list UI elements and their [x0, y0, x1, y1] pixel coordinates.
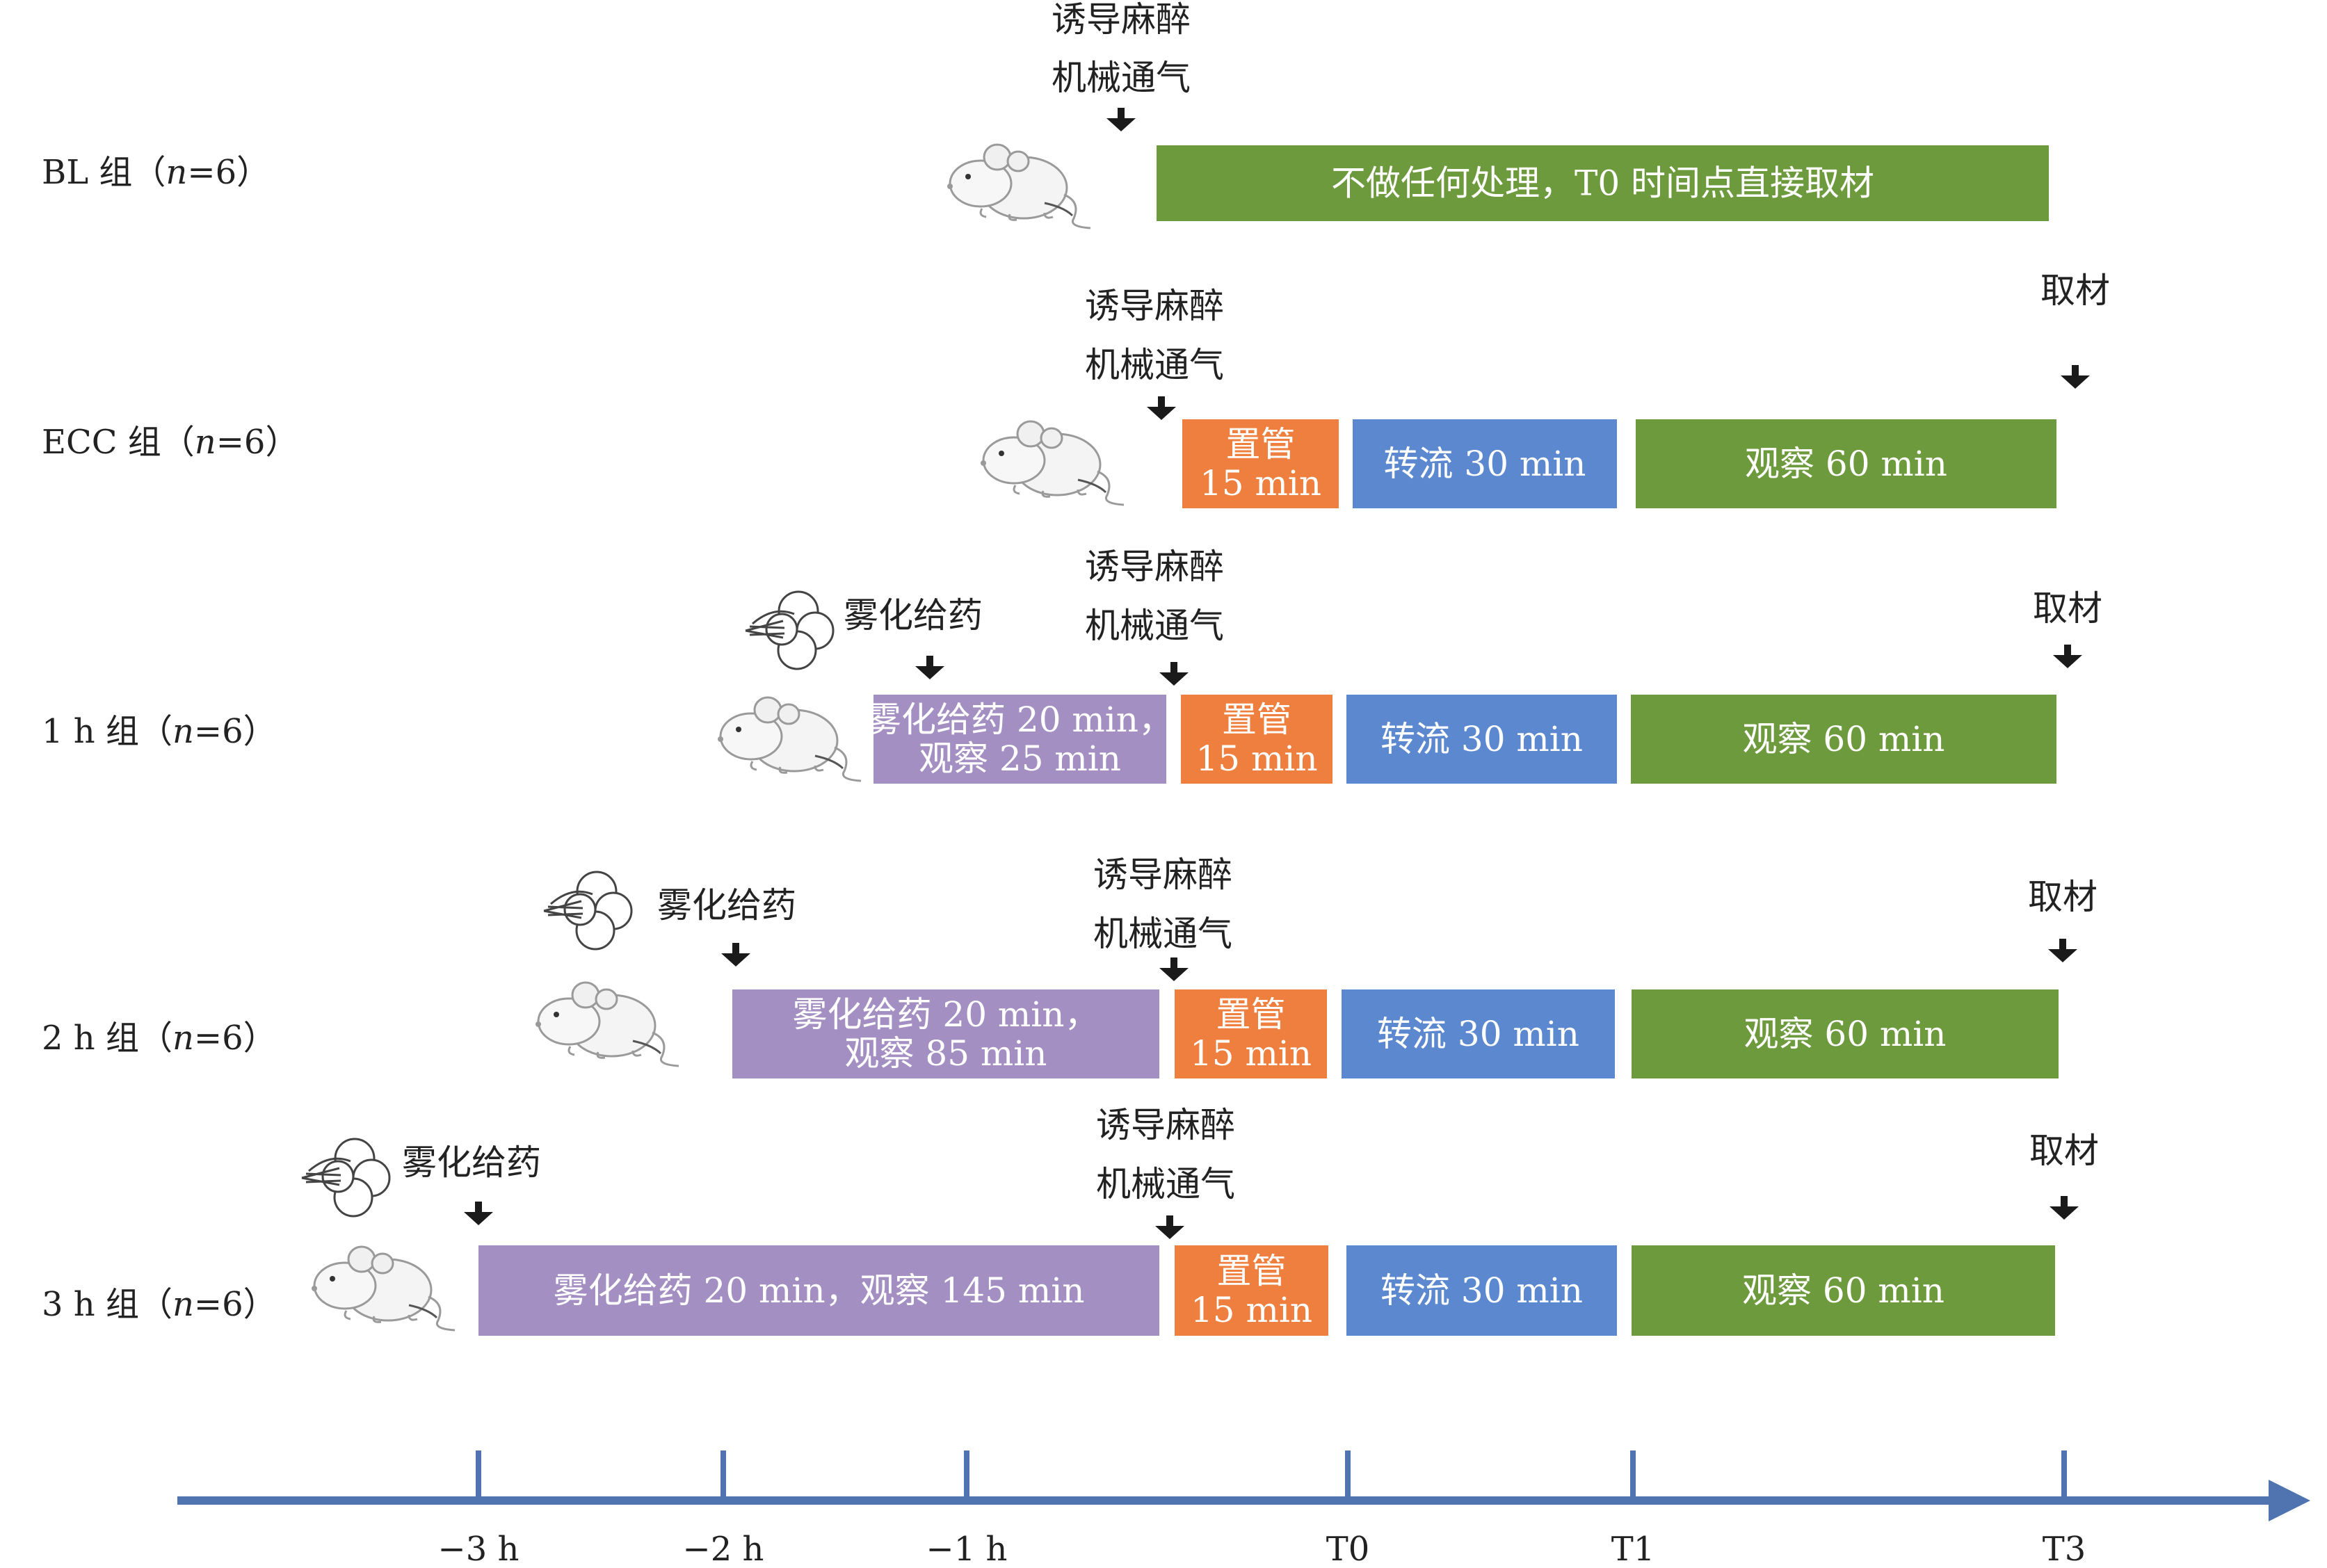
- phase-box-label: 15 min: [1190, 1033, 1312, 1074]
- arrow-down-icon: [1147, 396, 1176, 420]
- sampling-label: 取材: [2028, 877, 2097, 917]
- axis-tick-label: T0: [1326, 1530, 1370, 1565]
- phase-box-label: 观察 25 min: [919, 738, 1121, 779]
- sampling-label: 取材: [2029, 1131, 2099, 1171]
- phase-box-label: 转流 30 min: [1383, 444, 1586, 484]
- mechanical-ventilation-label: 机械通气: [1096, 1164, 1235, 1204]
- axis-tick-label: −2 h: [683, 1530, 764, 1565]
- induce-anesthesia-label: 诱导麻醉: [1096, 1105, 1235, 1145]
- phase-box-green: [1632, 989, 2059, 1078]
- row-label: 3 h 组（n=6）: [42, 1285, 277, 1324]
- phase-box-label: 观察 60 min: [1742, 719, 1944, 759]
- arrow-down-icon: [2061, 365, 2090, 389]
- phase-box-label: 15 min: [1195, 738, 1317, 779]
- rat-icon: [312, 1245, 456, 1332]
- rat-icon: [536, 981, 679, 1067]
- row-label: BL 组（n=6）: [42, 153, 270, 192]
- mechanical-ventilation-label: 机械通气: [1052, 58, 1191, 98]
- phase-box-label: 雾化给药 20 min，: [792, 994, 1099, 1035]
- phase-box-purple: [478, 1245, 1159, 1336]
- row-label: 2 h 组（n=6）: [42, 1019, 277, 1058]
- phase-box-green: [1631, 695, 2056, 784]
- induce-anesthesia-label: 诱导麻醉: [1085, 547, 1224, 587]
- phase-box-orange: [1175, 989, 1327, 1078]
- phase-box-label: 转流 30 min: [1377, 1014, 1579, 1054]
- phase-box-label: 15 min: [1191, 1290, 1312, 1330]
- induce-anesthesia-label: 诱导麻醉: [1085, 286, 1224, 326]
- axis-tick-label: T1: [1611, 1530, 1655, 1565]
- phase-box-label: 置管: [1217, 1251, 1287, 1291]
- rat-icon: [981, 420, 1125, 506]
- phase-box-blue: [1346, 695, 1617, 784]
- phase-box-label: 置管: [1216, 994, 1286, 1035]
- sampling-label: 取材: [2040, 270, 2110, 311]
- row-label: 1 h 组（n=6）: [42, 712, 277, 751]
- row-label: ECC 组（n=6）: [42, 423, 298, 462]
- phase-box-green: [1636, 419, 2056, 508]
- axis-arrowhead-icon: [2269, 1480, 2310, 1521]
- phase-box-blue: [1342, 989, 1615, 1078]
- nebulizer-cloud-icon: [745, 590, 835, 670]
- arrow-down-icon: [2048, 939, 2077, 962]
- arrow-down-icon: [721, 943, 750, 967]
- arrow-down-icon: [1106, 108, 1136, 131]
- rat-icon: [718, 696, 862, 782]
- axis-tick-label: T3: [2043, 1530, 2086, 1565]
- phase-box-label: 观察 85 min: [844, 1033, 1047, 1074]
- phase-box-orange: [1182, 419, 1339, 508]
- arrow-down-icon: [2053, 645, 2082, 668]
- phase-box-label: 观察 60 min: [1745, 444, 1947, 484]
- phase-box-label: 雾化给药 20 min，: [867, 700, 1173, 740]
- nebulizer-cloud-icon: [543, 871, 633, 951]
- phase-box-green: [1157, 145, 2049, 221]
- phase-box-label: 不做任何处理，T0 时间点直接取材: [1331, 163, 1874, 204]
- phase-box-purple: [732, 989, 1159, 1078]
- mechanical-ventilation-label: 机械通气: [1093, 914, 1232, 954]
- arrow-down-icon: [2050, 1196, 2079, 1220]
- phase-box-label: 转流 30 min: [1380, 719, 1583, 759]
- phase-box-label: 观察 60 min: [1742, 1270, 1944, 1311]
- nebulization-label: 雾化给药: [657, 885, 796, 926]
- phase-box-orange: [1181, 695, 1332, 784]
- phase-box-label: 观察 60 min: [1744, 1014, 1946, 1054]
- arrow-down-icon: [1159, 957, 1189, 981]
- mechanical-ventilation-label: 机械通气: [1085, 606, 1224, 646]
- phase-box-green: [1632, 1245, 2055, 1336]
- induce-anesthesia-label: 诱导麻醉: [1052, 0, 1191, 40]
- arrow-down-icon: [1155, 1215, 1184, 1239]
- arrow-down-icon: [915, 656, 944, 679]
- rat-icon: [947, 143, 1091, 229]
- phase-box-label: 转流 30 min: [1380, 1270, 1583, 1311]
- phase-box-blue: [1353, 419, 1617, 508]
- phase-box-purple: [873, 695, 1166, 784]
- sampling-label: 取材: [2033, 588, 2102, 629]
- arrow-down-icon: [1159, 662, 1189, 686]
- arrow-down-icon: [464, 1202, 493, 1225]
- axis-tick-label: −3 h: [438, 1530, 520, 1565]
- phase-box-label: 置管: [1222, 700, 1291, 740]
- nebulizer-cloud-icon: [301, 1138, 391, 1218]
- phase-box-blue: [1346, 1245, 1617, 1336]
- axis-tick-label: −1 h: [926, 1530, 1008, 1565]
- phase-box-label: 15 min: [1200, 463, 1321, 503]
- phase-box-label: 雾化给药 20 min，观察 145 min: [554, 1270, 1085, 1311]
- phase-box-label: 置管: [1226, 424, 1296, 464]
- phase-box-orange: [1175, 1245, 1328, 1336]
- mechanical-ventilation-label: 机械通气: [1085, 345, 1224, 385]
- nebulization-label: 雾化给药: [402, 1142, 541, 1183]
- nebulization-label: 雾化给药: [844, 595, 983, 636]
- induce-anesthesia-label: 诱导麻醉: [1093, 855, 1232, 895]
